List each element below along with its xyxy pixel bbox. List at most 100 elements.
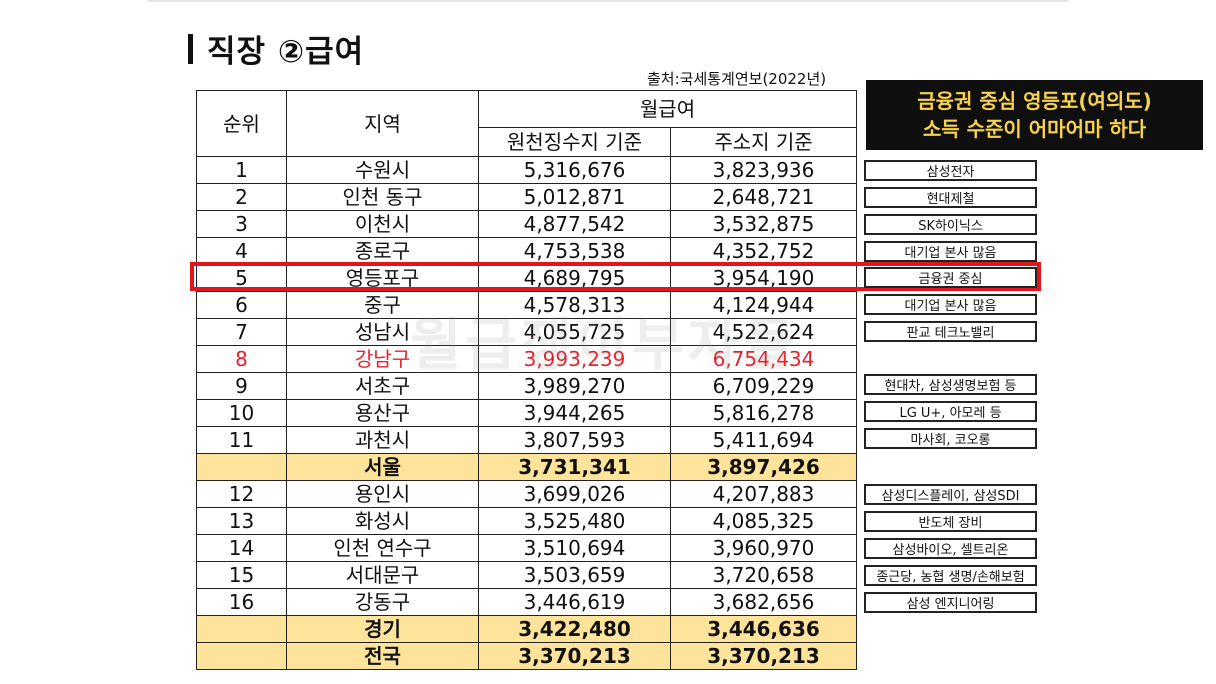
table-row: 5 영등포구 4,689,795 3,954,190 [196,264,857,292]
cell-region: 인천 동구 [286,183,479,211]
cell-region: 용산구 [286,399,479,427]
cell-rank [196,615,287,643]
company-tag: 현대제철 [864,187,1037,208]
cell-residence: 3,897,426 [670,453,857,481]
cell-region: 중구 [286,291,479,319]
table-row-summary: 전국 3,370,213 3,370,213 [196,642,857,670]
page-title: 직장 ②급여 [207,34,365,70]
table-row: 7 성남시 4,055,725 4,522,624 [196,318,857,346]
cell-residence: 3,823,936 [670,156,857,184]
cell-residence: 4,522,624 [670,318,857,346]
cell-withholding: 3,370,213 [478,642,671,670]
cell-region: 전국 [286,642,479,670]
cell-region: 서울 [286,453,479,481]
cell-rank: 13 [196,507,287,535]
callout-line-2: 소득 수준이 어마어마 하다 [922,117,1147,141]
title-block: 직장 ②급여 [188,26,364,71]
cell-region: 강동구 [286,588,479,616]
cell-withholding: 5,316,676 [478,156,671,184]
table-row: 1 수원시 5,316,676 3,823,936 [196,156,857,184]
cell-residence: 3,954,190 [670,264,857,292]
cell-residence: 4,085,325 [670,507,857,535]
cell-residence: 5,816,278 [670,399,857,427]
cell-rank: 14 [196,534,287,562]
cell-residence: 6,709,229 [670,372,857,400]
cell-rank: 6 [196,291,287,319]
table-row: 6 중구 4,578,313 4,124,944 [196,291,857,319]
table-row: 10 용산구 3,944,265 5,816,278 [196,399,857,427]
cell-withholding: 4,055,725 [478,318,671,346]
company-tag: 삼성디스플레이, 삼성SDI [864,484,1037,505]
cell-withholding: 3,944,265 [478,399,671,427]
company-tag: 반도체 장비 [864,511,1037,532]
cell-withholding: 3,807,593 [478,426,671,454]
cell-region: 이천시 [286,210,479,238]
company-tag: 종근당, 농협 생명/손해보험 [864,565,1037,586]
table-row: 14 인천 연수구 3,510,694 3,960,970 [196,534,857,562]
cell-residence: 4,352,752 [670,237,857,265]
cell-region: 수원시 [286,156,479,184]
cell-region: 과천시 [286,426,479,454]
cell-region: 종로구 [286,237,479,265]
cell-withholding: 4,753,538 [478,237,671,265]
cell-region: 용인시 [286,480,479,508]
cell-rank: 3 [196,210,287,238]
table-row: 9 서초구 3,989,270 6,709,229 [196,372,857,400]
cell-rank [196,642,287,670]
top-divider [148,0,1068,2]
cell-region: 경기 [286,615,479,643]
cell-rank: 2 [196,183,287,211]
table-row: 12 용인시 3,699,026 4,207,883 [196,480,857,508]
cell-residence: 2,648,721 [670,183,857,211]
cell-withholding: 3,731,341 [478,453,671,481]
cell-region: 강남구 [286,345,479,373]
company-tag: 판교 테크노밸리 [864,321,1037,342]
company-tag: 마사회, 코오롱 [864,428,1037,449]
cell-rank: 9 [196,372,287,400]
cell-residence: 3,960,970 [670,534,857,562]
cell-withholding: 3,699,026 [478,480,671,508]
header-monthly-pay: 월급여 [478,90,857,128]
cell-rank: 7 [196,318,287,346]
cell-region: 서대문구 [286,561,479,589]
cell-rank: 11 [196,426,287,454]
cell-withholding: 3,422,480 [478,615,671,643]
cell-residence: 3,370,213 [670,642,857,670]
cell-region: 서초구 [286,372,479,400]
header-region: 지역 [286,90,479,157]
cell-withholding: 3,510,694 [478,534,671,562]
cell-residence: 4,207,883 [670,480,857,508]
callout-box: 금융권 중심 영등포(여의도) 소득 수준이 어마어마 하다 [866,80,1203,150]
table-row: 15 서대문구 3,503,659 3,720,658 [196,561,857,589]
cell-withholding: 4,877,542 [478,210,671,238]
cell-residence: 5,411,694 [670,426,857,454]
cell-withholding: 4,578,313 [478,291,671,319]
company-tag: 대기업 본사 많음 [864,241,1037,262]
company-tag: 금융권 중심 [864,267,1037,288]
cell-withholding: 3,525,480 [478,507,671,535]
table-row: 11 과천시 3,807,593 5,411,694 [196,426,857,454]
cell-region: 성남시 [286,318,479,346]
cell-rank [196,453,287,481]
cell-rank: 8 [196,345,287,373]
cell-region: 영등포구 [286,264,479,292]
cell-withholding: 4,689,795 [478,264,671,292]
cell-region: 인천 연수구 [286,534,479,562]
table-row-summary: 경기 3,422,480 3,446,636 [196,615,857,643]
cell-region: 화성시 [286,507,479,535]
company-tag: 대기업 본사 많음 [864,294,1037,315]
salary-ranking-table: 순위 지역 월급여 원천징수지 기준 주소지 기준 1 수원시 5,316,67… [196,90,857,670]
cell-withholding: 3,503,659 [478,561,671,589]
cell-residence: 4,124,944 [670,291,857,319]
cell-rank: 1 [196,156,287,184]
cell-withholding: 5,012,871 [478,183,671,211]
cell-rank: 12 [196,480,287,508]
company-tag: 삼성바이오, 셀트리온 [864,538,1037,559]
source-note: 출처:국세통계연보(2022년) [647,70,827,88]
cell-rank: 4 [196,237,287,265]
title-accent-bar [188,33,193,64]
cell-rank: 10 [196,399,287,427]
cell-residence: 6,754,434 [670,345,857,373]
cell-rank: 16 [196,588,287,616]
table-row-summary: 서울 3,731,341 3,897,426 [196,453,857,481]
